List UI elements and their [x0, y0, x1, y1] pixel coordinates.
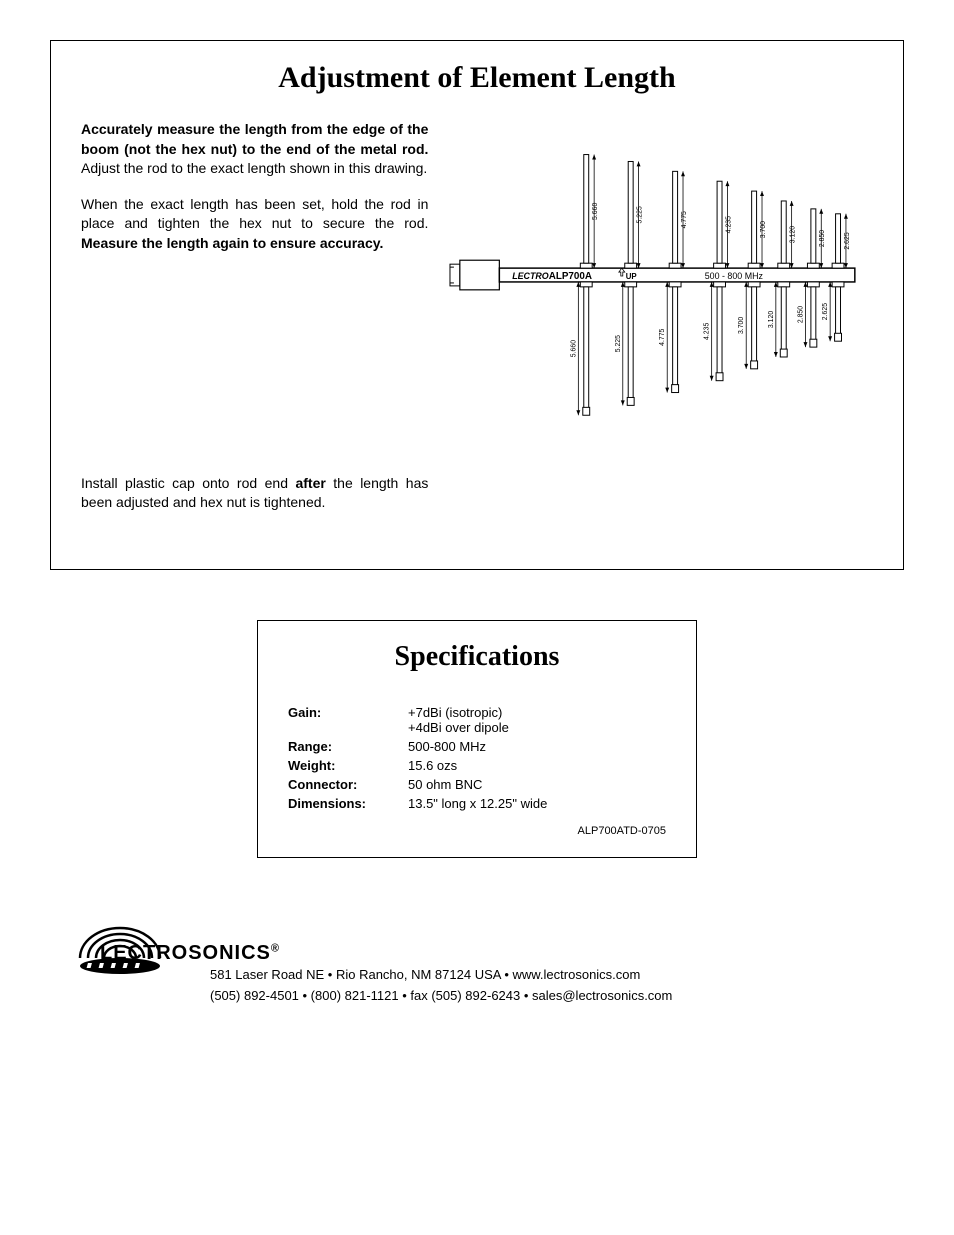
para3-bold: after [295, 475, 325, 491]
svg-text:2.850: 2.850 [798, 306, 805, 323]
antenna-svg: LECTROALP700A UP 500 - 800 MHz 5.660 5.660 5.… [448, 120, 873, 446]
spec-label: Weight: [288, 756, 408, 775]
svg-text:3.700: 3.700 [760, 221, 767, 238]
para2-start: When the exact length has been set, hold… [81, 196, 428, 232]
adjustment-section: Adjustment of Element Length Accurately … [50, 40, 904, 570]
document-code: ALP700ATD-0705 [288, 825, 666, 837]
spec-label: Connector: [288, 775, 408, 794]
para3-start: Install plastic cap onto rod end [81, 475, 295, 491]
svg-text:4.775: 4.775 [660, 328, 667, 345]
antenna-diagram: LECTROALP700A UP 500 - 800 MHz 5.660 5.660 5.… [448, 120, 873, 529]
svg-text:3.120: 3.120 [790, 226, 797, 243]
svg-text:4.235: 4.235 [704, 323, 711, 340]
company-name: LECTROSONICS [100, 942, 271, 964]
svg-text:2.625: 2.625 [823, 303, 830, 320]
specifications-section: Specifications Gain:+7dBi (isotropic) +4… [257, 620, 697, 858]
adjustment-title: Adjustment of Element Length [81, 61, 873, 95]
svg-text:2.625: 2.625 [844, 232, 851, 249]
spec-value: +7dBi (isotropic) +4dBi over dipole [408, 703, 666, 737]
svg-text:ALP700A: ALP700A [549, 271, 592, 282]
svg-text:UP: UP [626, 272, 637, 281]
spec-label: Gain: [288, 703, 408, 737]
spec-value: 50 ohm BNC [408, 775, 666, 794]
svg-text:5.660: 5.660 [592, 203, 599, 220]
spec-label: Range: [288, 737, 408, 756]
spec-value: 15.6 ozs [408, 756, 666, 775]
spec-row: Connector:50 ohm BNC [288, 775, 666, 794]
para2-bold: Measure the length again to ensure accur… [81, 235, 383, 251]
svg-text:2.850: 2.850 [820, 230, 827, 247]
spec-row: Range:500-800 MHz [288, 737, 666, 756]
para1-rest: Adjust the rod to the exact length shown… [81, 160, 427, 176]
spec-row: Dimensions:13.5" long x 12.25" wide [288, 794, 666, 813]
svg-text:5.660: 5.660 [571, 340, 578, 357]
svg-text:3.700: 3.700 [739, 317, 746, 334]
svg-text:500 - 800 MHz: 500 - 800 MHz [705, 271, 763, 281]
para1-bold: Accurately measure the length from the e… [81, 121, 428, 157]
svg-text:3.120: 3.120 [768, 311, 775, 328]
svg-text:5.225: 5.225 [615, 335, 622, 352]
svg-text:LECTRO: LECTRO [513, 271, 550, 281]
footer-address: 581 Laser Road NE • Rio Rancho, NM 87124… [210, 965, 904, 987]
svg-text:5.225: 5.225 [637, 206, 644, 223]
specifications-title: Specifications [288, 641, 666, 673]
specifications-table: Gain:+7dBi (isotropic) +4dBi over dipole… [288, 703, 666, 813]
footer-contact: (505) 892-4501 • (800) 821-1121 • fax (5… [210, 986, 904, 1008]
spec-label: Dimensions: [288, 794, 408, 813]
adjustment-text-column: Accurately measure the length from the e… [81, 120, 428, 529]
svg-text:4.235: 4.235 [726, 216, 733, 233]
adjustment-para3: Install plastic cap onto rod end after t… [81, 474, 428, 513]
adjustment-para2: When the exact length has been set, hold… [81, 195, 428, 254]
spec-row: Gain:+7dBi (isotropic) +4dBi over dipole [288, 703, 666, 737]
spec-value: 13.5" long x 12.25" wide [408, 794, 666, 813]
company-name-row: LECTROSONICS® [100, 942, 904, 965]
adjustment-para1: Accurately measure the length from the e… [81, 120, 428, 179]
spec-row: Weight:15.6 ozs [288, 756, 666, 775]
spec-value: 500-800 MHz [408, 737, 666, 756]
svg-text:4.775: 4.775 [681, 211, 688, 228]
registered-mark: ® [271, 942, 280, 954]
